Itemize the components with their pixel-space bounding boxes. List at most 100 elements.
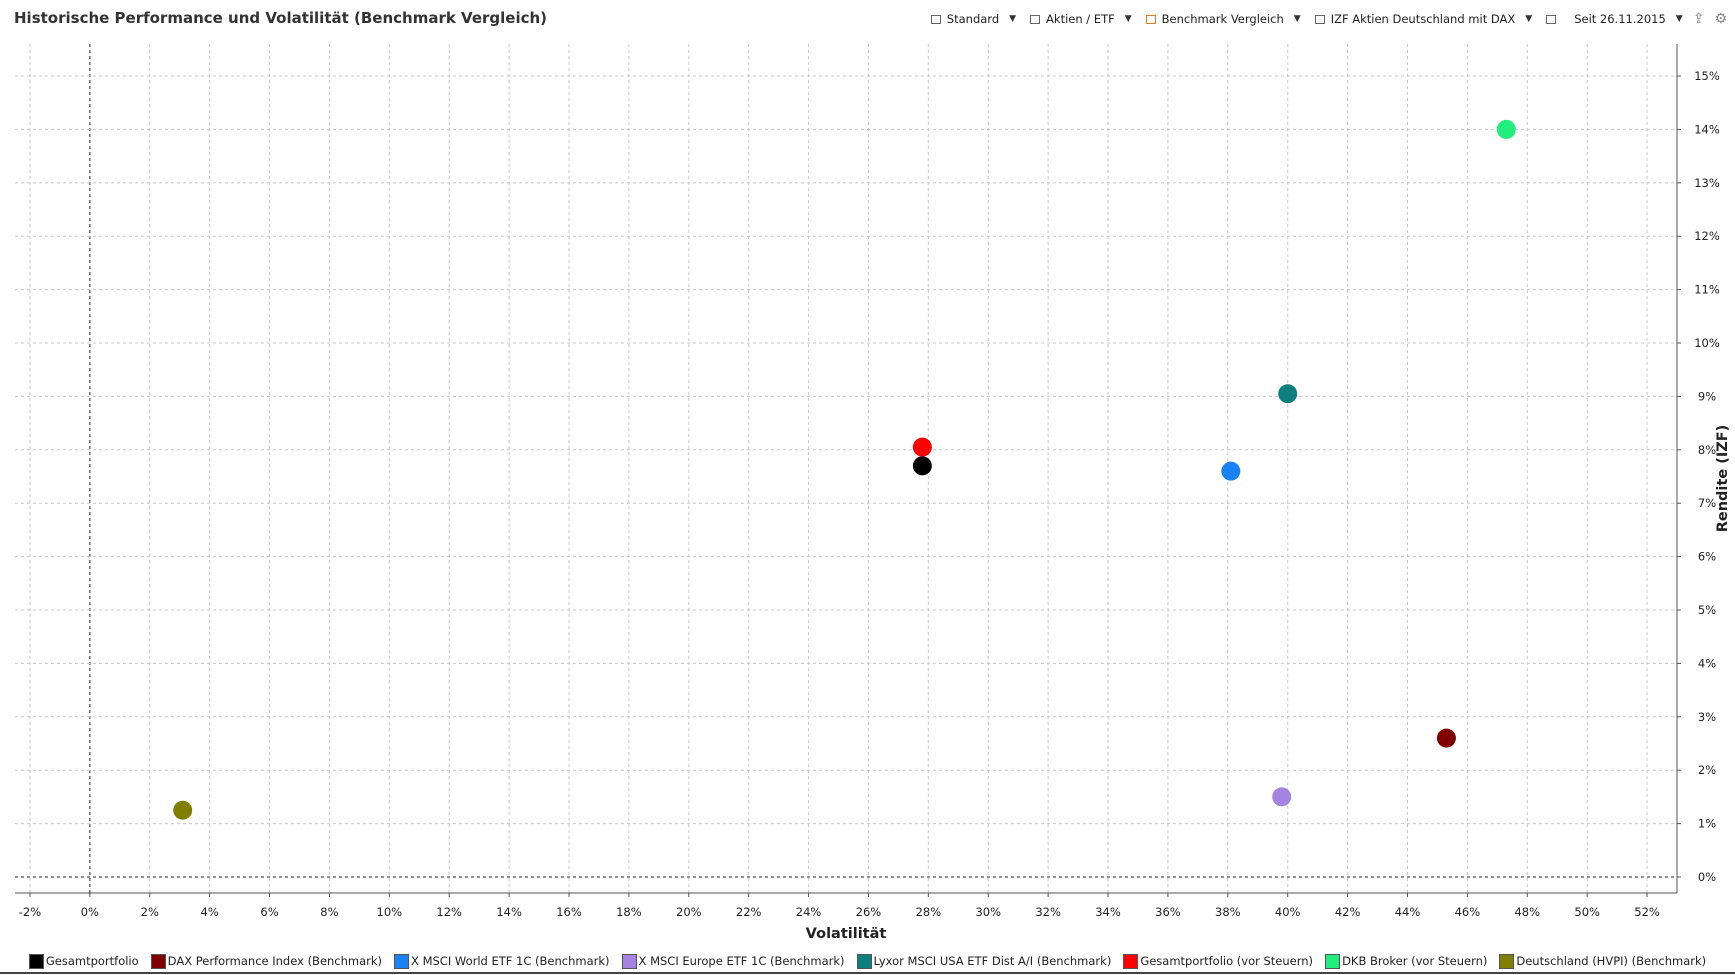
y-tick-label: 3%: [1698, 710, 1716, 724]
data-point: [1436, 728, 1456, 748]
x-tick-label: 16%: [556, 905, 582, 919]
x-tick-label: 40%: [1275, 905, 1301, 919]
chevron-down-icon: ▼: [1675, 14, 1683, 24]
chart-title: Historische Performance und Volatilität …: [14, 9, 548, 27]
y-tick-label: 4%: [1698, 656, 1716, 670]
x-tick-label: 4%: [201, 905, 219, 919]
x-tick-label: 12%: [436, 905, 462, 919]
legend-item[interactable]: DAX Performance Index (Benchmark): [150, 953, 383, 969]
upload-icon[interactable]: ⇪: [1692, 11, 1705, 27]
x-tick-label: 22%: [736, 905, 762, 919]
x-tick-label: 52%: [1634, 905, 1660, 919]
x-tick-label: 30%: [975, 905, 1001, 919]
window-icon: [1030, 14, 1041, 24]
legend-label: Gesamtportfolio (vor Steuern): [1140, 954, 1314, 968]
standard-label: Standard: [946, 12, 1000, 26]
x-tick-label: 6%: [260, 905, 278, 919]
y-tick-label: 1%: [1698, 817, 1716, 831]
legend-swatch: [1123, 953, 1139, 969]
y-tick-label: 7%: [1698, 496, 1716, 510]
y-tick-label: 11%: [1694, 283, 1720, 297]
data-point: [1278, 384, 1298, 404]
x-tick-label: 0%: [81, 905, 99, 919]
chart-header: Historische Performance und Volatilität …: [0, 0, 1735, 40]
legend-swatch: [621, 953, 637, 969]
legend-label: Deutschland (HVPI) (Benchmark): [1516, 954, 1707, 968]
gear-icon[interactable]: ⚙: [1714, 11, 1727, 27]
x-tick-label: 10%: [377, 905, 403, 919]
legend-label: DKB Broker (vor Steuern): [1342, 954, 1488, 968]
legend-label: X MSCI World ETF 1C (Benchmark): [411, 954, 610, 968]
x-tick-label: 14%: [496, 905, 522, 919]
toolbar: Standard ▼ Aktien / ETF ▼ Benchmark Verg…: [917, 11, 1727, 27]
chevron-down-icon: ▼: [1009, 14, 1017, 24]
chart-legend: Gesamtportfolio DAX Performance Index (Be…: [0, 950, 1735, 972]
x-tick-label: 18%: [616, 905, 642, 919]
data-point: [912, 456, 932, 476]
x-tick-label: 42%: [1335, 905, 1361, 919]
legend-swatch: [28, 953, 44, 969]
chevron-down-icon: ▼: [1124, 14, 1132, 24]
x-tick-label: 36%: [1155, 905, 1181, 919]
izf-dropdown[interactable]: IZF Aktien Deutschland mit DAX ▼: [1314, 12, 1533, 26]
data-point: [1496, 119, 1516, 139]
data-point: [1272, 787, 1292, 807]
legend-label: Lyxor MSCI USA ETF Dist A/I (Benchmark): [873, 954, 1112, 968]
x-tick-label: -2%: [19, 905, 41, 919]
legend-swatch: [1325, 953, 1341, 969]
standard-dropdown[interactable]: Standard ▼: [930, 12, 1017, 26]
legend-swatch: [1499, 953, 1515, 969]
data-point: [1221, 461, 1241, 481]
chevron-down-icon: ▼: [1293, 14, 1301, 24]
legend-item[interactable]: Gesamtportfolio (vor Steuern): [1123, 953, 1314, 969]
x-tick-label: 34%: [1095, 905, 1121, 919]
x-tick-label: 2%: [141, 905, 159, 919]
legend-item[interactable]: DKB Broker (vor Steuern): [1325, 953, 1488, 969]
window-icon: [1314, 14, 1325, 24]
window-icon: [1145, 14, 1156, 24]
legend-item[interactable]: Lyxor MSCI USA ETF Dist A/I (Benchmark): [856, 953, 1112, 969]
y-tick-label: 10%: [1694, 336, 1720, 350]
chevron-down-icon: ▼: [1525, 14, 1533, 24]
y-tick-label: 15%: [1694, 69, 1720, 83]
y-tick-label: 2%: [1698, 763, 1716, 777]
y-tick-label: 12%: [1694, 229, 1720, 243]
x-tick-label: 50%: [1574, 905, 1600, 919]
aktien-etf-dropdown[interactable]: Aktien / ETF ▼: [1030, 12, 1132, 26]
y-tick-label: 0%: [1698, 870, 1716, 884]
x-tick-label: 32%: [1035, 905, 1061, 919]
y-tick-label: 13%: [1694, 176, 1720, 190]
izf-label: IZF Aktien Deutschland mit DAX: [1330, 12, 1516, 26]
x-tick-label: 26%: [856, 905, 882, 919]
legend-swatch: [856, 953, 872, 969]
y-axis-label: Rendite (IZF): [1715, 425, 1731, 533]
data-point: [912, 437, 932, 457]
legend-label: DAX Performance Index (Benchmark): [167, 954, 383, 968]
benchmark-label: Benchmark Vergleich: [1161, 12, 1284, 26]
x-tick-label: 44%: [1395, 905, 1421, 919]
y-tick-label: 8%: [1698, 443, 1716, 457]
legend-label: Gesamtportfolio: [45, 954, 139, 968]
scatter-chart: -2% 0% 2% 4% 6% 8% 10% 12% 14% 16% 18% 20% 22% 24% 26%…: [15, 44, 1731, 942]
x-tick-label: 46%: [1455, 905, 1481, 919]
y-tick-label: 5%: [1698, 603, 1716, 617]
date-dropdown[interactable]: Seit 26.11.2015 ▼: [1546, 12, 1683, 26]
y-tick-label: 14%: [1694, 122, 1720, 136]
aktien-etf-label: Aktien / ETF: [1046, 12, 1115, 26]
legend-item[interactable]: X MSCI Europe ETF 1C (Benchmark): [621, 953, 845, 969]
benchmark-dropdown[interactable]: Benchmark Vergleich ▼: [1145, 12, 1301, 26]
x-tick-label: 28%: [916, 905, 942, 919]
x-tick-label: 48%: [1514, 905, 1540, 919]
legend-item[interactable]: Gesamtportfolio: [28, 953, 139, 969]
x-tick-label: 20%: [676, 905, 702, 919]
legend-swatch: [150, 953, 166, 969]
window-icon: [930, 14, 941, 24]
legend-item[interactable]: Deutschland (HVPI) (Benchmark): [1499, 953, 1707, 969]
calendar-icon: [1546, 14, 1557, 24]
date-label: Seit 26.11.2015: [1574, 12, 1666, 26]
data-point: [173, 800, 193, 820]
legend-item[interactable]: X MSCI World ETF 1C (Benchmark): [394, 953, 610, 969]
x-tick-label: 38%: [1215, 905, 1241, 919]
y-tick-label: 6%: [1698, 550, 1716, 564]
